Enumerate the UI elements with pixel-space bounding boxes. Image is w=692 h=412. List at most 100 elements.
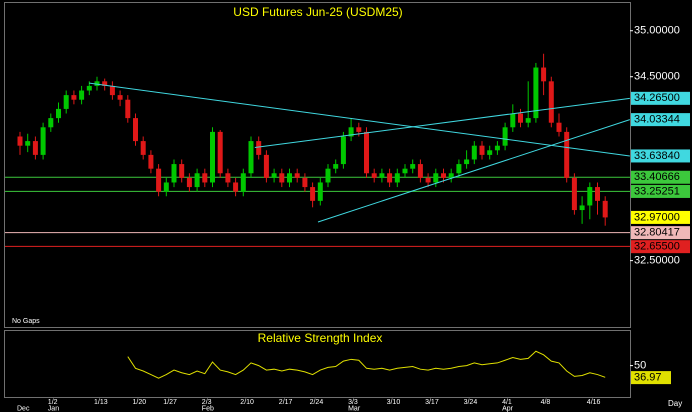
x-tick-label: 1/13 bbox=[94, 399, 108, 406]
rsi-line bbox=[127, 350, 606, 379]
candle-body bbox=[25, 141, 31, 146]
label-box bbox=[631, 240, 690, 254]
x-month-label: Apr bbox=[502, 405, 514, 412]
candle-body bbox=[225, 173, 231, 183]
x-tick-label: 2/3 bbox=[202, 399, 212, 406]
price-level-label: 32.65500 bbox=[634, 241, 680, 253]
candle-body bbox=[133, 118, 138, 142]
y-tick-label: 32.50000 bbox=[634, 255, 680, 267]
candle-body bbox=[171, 164, 177, 183]
candle-body bbox=[556, 122, 562, 132]
label-box bbox=[631, 149, 690, 163]
candle-body bbox=[479, 145, 485, 155]
x-tick-label: 1/27 bbox=[163, 399, 177, 406]
candle-body bbox=[587, 187, 593, 206]
candle-body bbox=[287, 173, 292, 183]
rsi-panel bbox=[4, 330, 631, 398]
candle-body bbox=[333, 164, 339, 169]
trendline-label: 34.26500 bbox=[634, 92, 680, 104]
rsi-last-box bbox=[631, 371, 671, 385]
candle-body bbox=[271, 173, 277, 178]
candle-body bbox=[379, 173, 385, 178]
candle-body bbox=[487, 150, 493, 155]
candle-body bbox=[109, 85, 115, 96]
candle-body bbox=[548, 81, 554, 123]
trendline bbox=[89, 82, 630, 157]
candle-body bbox=[194, 173, 200, 188]
candle-body bbox=[448, 173, 454, 178]
candle-body bbox=[40, 127, 46, 155]
trendline bbox=[254, 97, 630, 149]
candle-body bbox=[279, 173, 285, 183]
candle-body bbox=[71, 95, 77, 100]
candle-body bbox=[340, 136, 346, 165]
x-month-label: Mar bbox=[348, 405, 361, 412]
label-box bbox=[631, 210, 690, 224]
label-box bbox=[631, 91, 690, 105]
candle-body bbox=[233, 182, 239, 192]
candle-body bbox=[417, 164, 423, 178]
candle-body bbox=[248, 141, 254, 174]
trendline-label: 34.03344 bbox=[634, 114, 680, 126]
x-tick-label: 3/17 bbox=[425, 399, 439, 406]
trendline-label: 33.63840 bbox=[634, 150, 680, 162]
candle-body bbox=[464, 159, 470, 165]
x-tick-label: 2/24 bbox=[310, 399, 324, 406]
candle-body bbox=[579, 205, 585, 211]
x-tick-label: 1/2 bbox=[48, 399, 58, 406]
candle-body bbox=[48, 118, 54, 128]
candle-body bbox=[125, 99, 131, 119]
candle-body bbox=[602, 200, 608, 218]
x-unit-label: Day bbox=[668, 399, 682, 408]
chart-title: USD Futures Jun-25 (USDM25) bbox=[233, 5, 402, 19]
candle-body bbox=[156, 168, 162, 192]
candle-body bbox=[356, 127, 362, 132]
footnote: No Gaps bbox=[12, 318, 40, 325]
candle-body bbox=[210, 131, 215, 183]
candle-body bbox=[525, 118, 531, 123]
candle-body bbox=[202, 173, 208, 183]
candle-body bbox=[17, 136, 23, 146]
trendline bbox=[317, 119, 630, 223]
candle-body bbox=[217, 131, 223, 174]
candle-body bbox=[179, 164, 185, 178]
candle-body bbox=[294, 173, 300, 178]
x-tick-label: 4/1 bbox=[502, 399, 512, 406]
price-level-label: 33.40666 bbox=[634, 171, 680, 183]
price-level-label: 33.25251 bbox=[634, 185, 680, 197]
candle-body bbox=[310, 187, 316, 201]
candle-body bbox=[317, 182, 323, 201]
rsi-last-label: 36.97 bbox=[634, 372, 662, 384]
candle-body bbox=[148, 154, 154, 169]
candle-body bbox=[94, 81, 100, 86]
x-tick-label: 4/8 bbox=[541, 399, 551, 406]
x-month-label: Dec bbox=[17, 405, 30, 412]
y-tick-label: 35.00000 bbox=[634, 25, 680, 37]
candle-body bbox=[471, 145, 477, 160]
candle-body bbox=[79, 90, 85, 100]
x-tick-label: 4/16 bbox=[587, 399, 601, 406]
candle-body bbox=[263, 154, 269, 178]
candle-body bbox=[410, 164, 416, 169]
candle-body bbox=[163, 182, 169, 192]
candle-body bbox=[256, 141, 262, 155]
candle-body bbox=[510, 113, 516, 128]
candle-body bbox=[364, 131, 369, 174]
candle-body bbox=[63, 95, 69, 109]
x-tick-label: 3/3 bbox=[348, 399, 358, 406]
candle-body bbox=[595, 187, 600, 201]
price-level-label: 32.80417 bbox=[634, 227, 680, 239]
x-tick-label: 1/20 bbox=[133, 399, 147, 406]
label-box bbox=[631, 170, 690, 184]
candle-body bbox=[425, 177, 431, 183]
price-panel bbox=[4, 2, 631, 328]
x-tick-label: 3/10 bbox=[387, 399, 401, 406]
candle-body bbox=[502, 127, 508, 146]
candle-body bbox=[86, 85, 92, 91]
x-tick-label: 2/17 bbox=[279, 399, 293, 406]
candle-body bbox=[325, 168, 331, 183]
candle-body bbox=[402, 168, 408, 174]
candle-body bbox=[302, 177, 308, 188]
